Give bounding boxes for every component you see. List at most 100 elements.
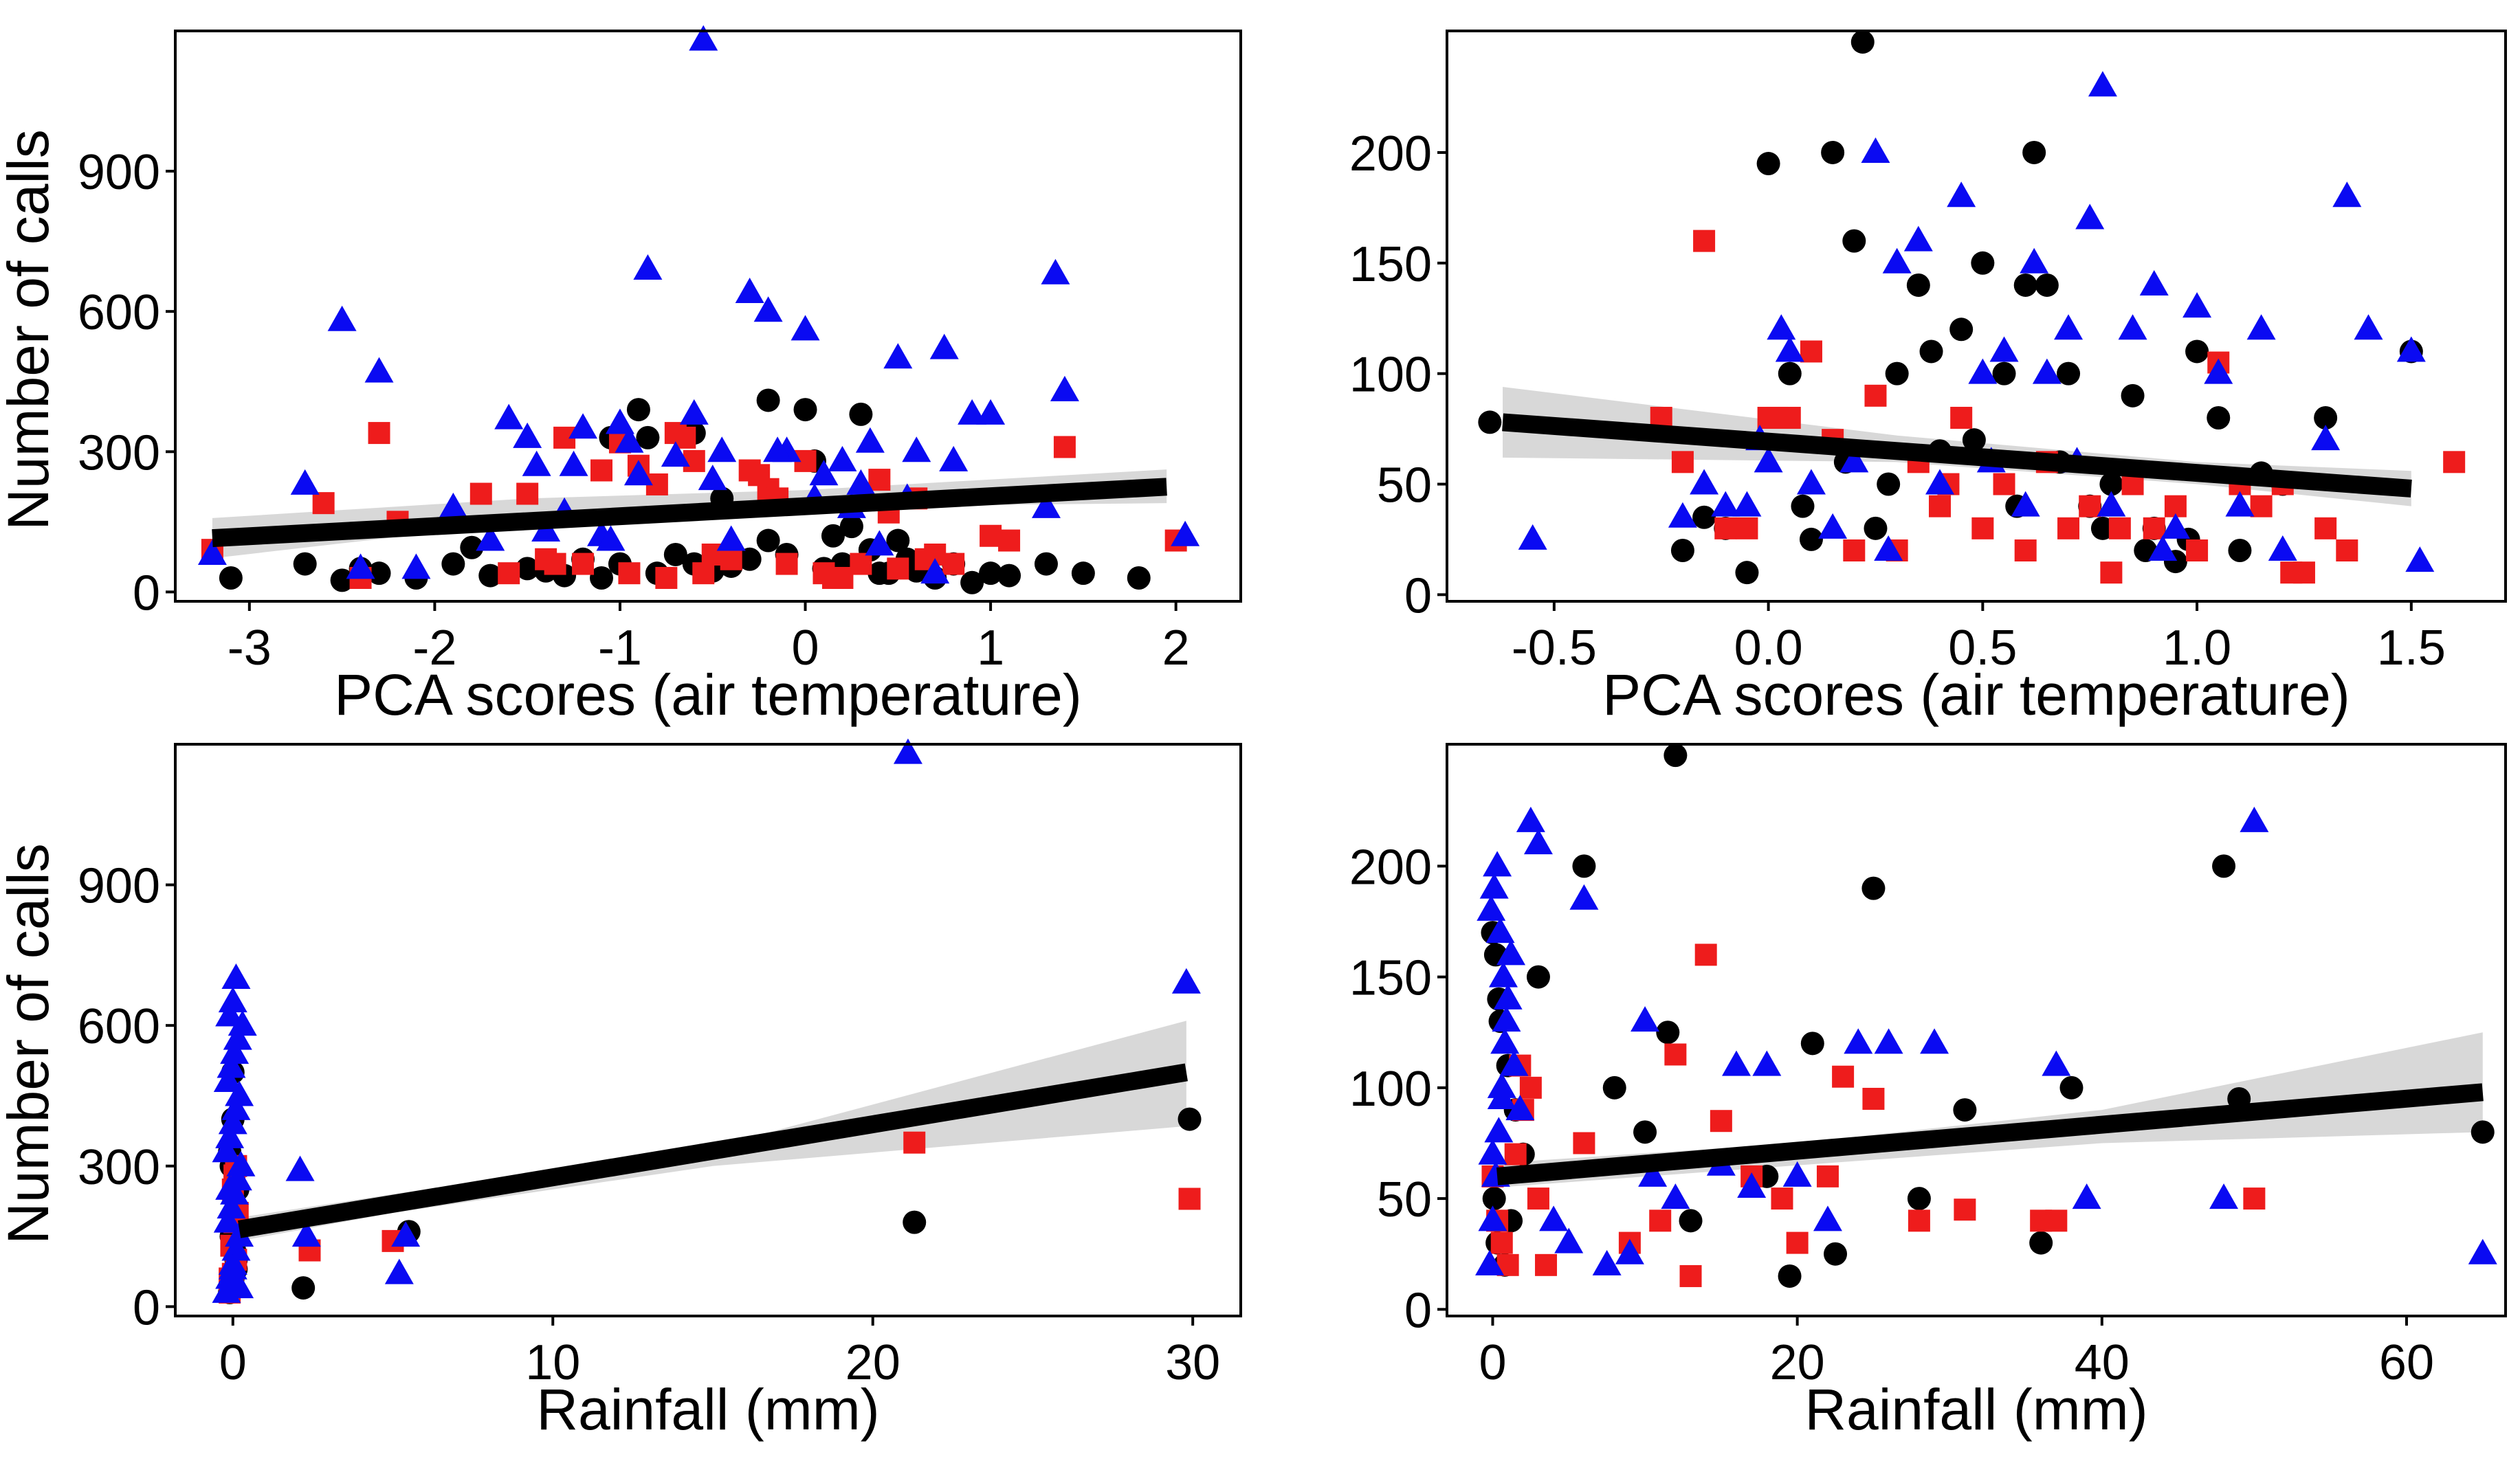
x-tick-label: -2 [412,621,456,676]
data-point-red [312,492,335,515]
data-point-blue [364,357,394,383]
data-point-red [850,553,872,575]
data-point-black [1799,527,1823,551]
data-point-blue [1505,1095,1535,1121]
data-point-black [441,552,465,576]
data-point-blue [1925,469,1955,495]
data-point-black [1692,505,1716,529]
data-point-red [1504,1143,1527,1166]
data-point-red [821,566,844,589]
data-point-blue [228,1010,257,1036]
data-point-blue [212,1137,241,1163]
data-point-red [1864,384,1887,407]
data-point-black [2314,405,2338,430]
data-point-blue [2396,336,2426,362]
data-point-blue [753,296,783,322]
data-point-blue [218,1253,247,1280]
data-point-blue [929,333,959,359]
y-tick-label: 0 [133,566,160,621]
data-point-red [1671,451,1694,473]
data-point-blue [1171,520,1200,546]
data-point-red [1954,1198,1976,1221]
data-point-blue [2097,491,2126,517]
data-point-red [942,553,965,575]
data-point-red [516,482,539,505]
y-tick-label: 0 [1404,568,1432,623]
trend-line [237,1063,1188,1238]
trend-line [1496,1083,2484,1185]
y-tick-label: 600 [78,999,160,1054]
data-point-blue [1861,137,1890,163]
data-point-blue [689,25,718,51]
data-point-black [2185,339,2209,364]
data-point-red [2280,561,2303,584]
data-point-blue [1499,1050,1529,1076]
data-point-red [2186,539,2209,562]
x-axis-title: Rainfall (mm) [1804,1377,2147,1442]
data-point-blue [2072,1183,2101,1209]
data-point-red [1862,1087,1885,1110]
data-point-black [291,1276,316,1300]
data-point-red [1527,1187,1549,1210]
data-point-blue [327,305,357,331]
data-point-red [1710,1110,1732,1133]
data-point-blue [883,343,913,369]
data-point-red [748,464,771,487]
x-tick-label: -1 [598,621,642,676]
data-point-blue [716,525,746,551]
y-tick-label: 600 [78,285,160,340]
data-point-red [1736,517,1758,539]
x-tick-label: 20 [1770,1335,1825,1390]
data-point-black [2121,383,2145,408]
data-point-blue [976,399,1006,425]
data-point-blue [1754,447,1783,473]
data-point-red [1053,436,1076,458]
data-point-blue [1492,1006,1521,1032]
panel-b: -0.5 0.0 0.5 1.0 1.5 0 50 100 150 200 PCA scores (… [1349,30,2507,727]
x-axis-title: PCA scores (air temperature) [334,662,1082,727]
data-point-black [1071,561,1095,585]
data-point-black [1679,1209,1703,1233]
data-point-blue [1818,513,1848,539]
data-point-blue [1796,469,1826,495]
data-point-blue [213,1067,243,1093]
data-point-blue [2468,1238,2497,1264]
data-point-red [1649,1209,1672,1232]
trend-line [212,478,1167,548]
data-point-blue [763,436,793,462]
data-point-black [1178,1107,1202,1131]
data-point-red [692,562,715,585]
data-point-black [1482,1187,1506,1211]
data-point-blue [623,460,653,486]
data-point-blue [2354,314,2383,340]
y-axis-title: Number of calls [0,129,60,531]
data-point-blue [1737,1172,1767,1198]
data-point-blue [1874,535,1903,561]
data-point-black [903,1210,927,1234]
data-point-blue [221,1235,251,1261]
data-point-blue [1478,1205,1507,1231]
data-point-black [2059,1075,2084,1100]
data-point-blue [1782,1161,1812,1187]
x-tick-label: 20 [845,1335,900,1390]
data-point-black [960,570,984,594]
plot-frame [174,743,1242,1317]
data-point-red [1693,230,1716,252]
data-point-black [2035,273,2059,297]
data-point-blue [698,465,727,491]
data-point-blue [346,553,375,579]
data-point-black [1656,1021,1680,1045]
y-tick-label: 150 [1349,237,1432,292]
y-tick-label: 200 [1349,126,1432,181]
data-point-black [2099,472,2123,496]
data-point-red [2014,539,2037,562]
x-tick-label: 0 [1479,1335,1506,1390]
data-point-black [1778,1264,1802,1288]
data-point-black [1821,140,1845,164]
data-point-red [903,1131,926,1154]
data-point-blue [2204,358,2233,384]
data-point-blue [1487,1083,1516,1109]
data-point-black [1127,566,1151,590]
data-point-red [1573,1132,1595,1155]
